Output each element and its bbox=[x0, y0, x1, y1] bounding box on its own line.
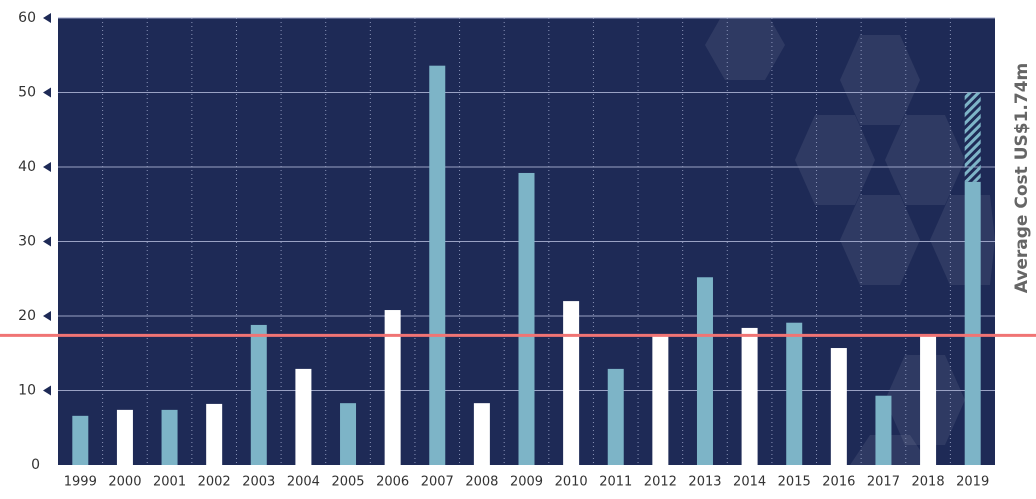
y-tick-label: 0 bbox=[31, 457, 40, 473]
x-tick-label: 2019 bbox=[956, 475, 989, 490]
x-tick-label: 2009 bbox=[510, 475, 543, 490]
bar bbox=[607, 368, 624, 465]
bar bbox=[964, 181, 981, 465]
x-tick-label: 2014 bbox=[733, 475, 766, 490]
bar bbox=[72, 415, 89, 465]
x-tick-label: 1999 bbox=[64, 475, 97, 490]
bar bbox=[563, 301, 580, 465]
x-tick-label: 2010 bbox=[555, 475, 588, 490]
y-tick-label: 10 bbox=[18, 383, 36, 399]
tick-marker bbox=[43, 385, 51, 396]
average-label: Average Cost US$1.74m bbox=[1012, 63, 1032, 294]
bar bbox=[830, 348, 847, 465]
bar bbox=[875, 395, 892, 465]
x-tick-label: 2002 bbox=[198, 475, 231, 490]
bar bbox=[206, 403, 223, 465]
bar bbox=[473, 403, 490, 465]
x-tick-label: 2018 bbox=[912, 475, 945, 490]
bar bbox=[652, 336, 669, 465]
tick-marker bbox=[43, 87, 51, 98]
bar bbox=[161, 409, 178, 465]
bar bbox=[696, 277, 713, 465]
x-tick-label: 2001 bbox=[153, 475, 186, 490]
x-tick-label: 2007 bbox=[421, 475, 454, 490]
tick-marker bbox=[43, 13, 51, 23]
x-tick-label: 2005 bbox=[331, 475, 364, 490]
tick-marker bbox=[43, 311, 51, 321]
x-tick-label: 2006 bbox=[376, 475, 409, 490]
x-tick-label: 2016 bbox=[822, 475, 855, 490]
y-tick-label: 20 bbox=[18, 308, 36, 324]
hatched-bar bbox=[964, 92, 981, 182]
bar bbox=[250, 324, 267, 465]
y-tick-label: 40 bbox=[18, 159, 36, 175]
x-tick-label: 2011 bbox=[599, 475, 632, 490]
x-tick-label: 2000 bbox=[108, 475, 141, 490]
y-tick-label: 60 bbox=[18, 10, 36, 26]
bar bbox=[295, 368, 312, 465]
tick-marker bbox=[43, 162, 51, 172]
bar bbox=[116, 409, 133, 465]
y-tick-label: 30 bbox=[18, 234, 36, 250]
x-tick-label: 2012 bbox=[644, 475, 677, 490]
bar bbox=[741, 327, 758, 465]
x-tick-label: 2004 bbox=[287, 475, 320, 490]
x-tick-label: 2013 bbox=[688, 475, 721, 490]
bar bbox=[920, 336, 937, 465]
bar bbox=[429, 65, 446, 466]
y-tick-label: 50 bbox=[18, 85, 36, 101]
x-tick-label: 2015 bbox=[778, 475, 811, 490]
x-tick-label: 2017 bbox=[867, 475, 900, 490]
bar bbox=[340, 403, 357, 465]
tick-marker bbox=[43, 236, 51, 247]
bar bbox=[786, 322, 803, 465]
x-tick-label: 2008 bbox=[465, 475, 498, 490]
bar bbox=[518, 172, 535, 465]
x-tick-label: 2003 bbox=[242, 475, 275, 490]
bar bbox=[384, 310, 401, 465]
